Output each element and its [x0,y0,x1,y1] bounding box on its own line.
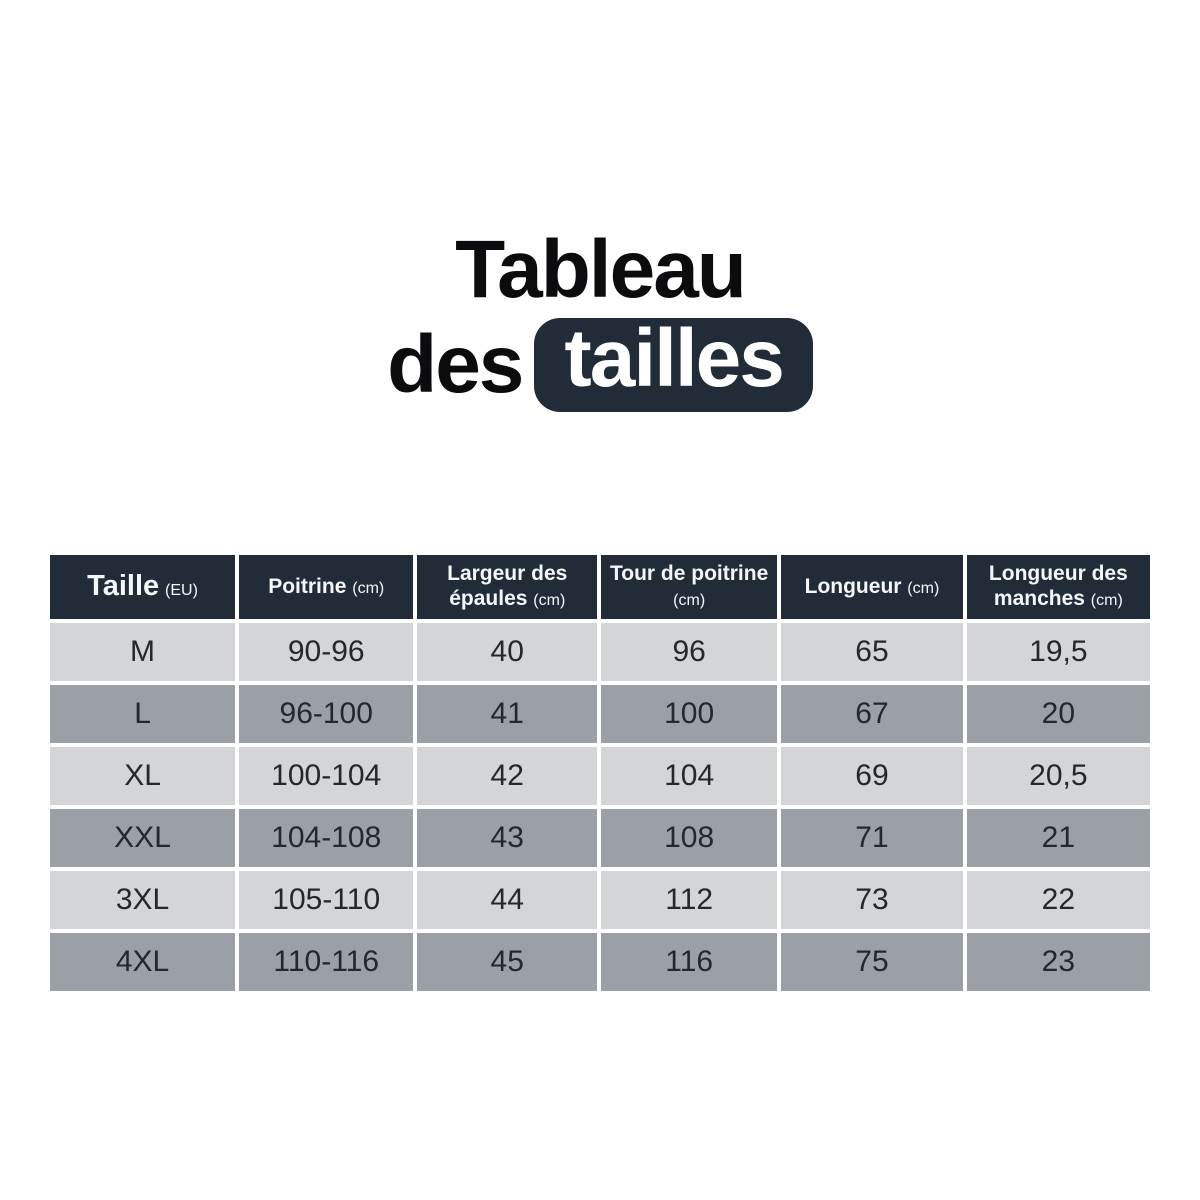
column-header-longueur: Longueur (cm) [781,554,963,619]
column-header-largeur-epaules: Largeur des épaules (cm) [417,554,598,619]
table-cell: 116 [601,932,778,991]
column-header-poitrine: Poitrine (cm) [239,554,414,619]
table-cell: 104-108 [239,808,414,867]
title-line2: des tailles [0,317,1200,412]
column-header-taille: Taille (EU) [50,554,236,619]
table-cell-size: M [50,622,236,681]
table-cell-size: 3XL [50,870,236,929]
table-cell: 67 [781,684,963,743]
column-unit: (cm) [673,591,706,609]
table-cell: 45 [417,932,598,991]
table-cell: 19,5 [966,622,1150,681]
table-cell-size: 4XL [50,932,236,991]
table-cell: 20,5 [966,746,1150,805]
table-cell: 65 [781,622,963,681]
size-chart-table: Taille (EU) Poitrine (cm) Largeur des ép… [50,554,1150,991]
column-unit: (cm) [352,579,385,597]
table-cell: 75 [781,932,963,991]
table-cell: 44 [417,870,598,929]
table-cell: 105-110 [239,870,414,929]
column-label: Longueur des manches [988,562,1128,610]
table-cell: 90-96 [239,622,414,681]
title-badge: tailles [534,317,813,412]
table-cell: 41 [417,684,598,743]
table-cell: 23 [966,932,1150,991]
column-header-longueur-manches: Longueur des manches (cm) [966,554,1150,619]
table-cell: 20 [966,684,1150,743]
column-label: Poitrine [268,574,347,598]
table-cell: 100 [601,684,778,743]
table-cell: 40 [417,622,598,681]
column-unit: (cm) [907,579,940,597]
table-cell: 21 [966,808,1150,867]
column-label: Tour de poitrine [610,562,769,586]
table-cell: 22 [966,870,1150,929]
table-cell: 42 [417,746,598,805]
table-cell: 108 [601,808,778,867]
table-cell: 100-104 [239,746,414,805]
table-cell: 104 [601,746,778,805]
column-header-tour-poitrine: Tour de poitrine (cm) [601,554,778,619]
table-cell: 96 [601,622,778,681]
column-unit: (cm) [533,591,566,609]
table-cell: 110-116 [239,932,414,991]
title-line1: Tableau [455,224,747,315]
table-cell-size: L [50,684,236,743]
table-cell: 43 [417,808,598,867]
table-cell: 96-100 [239,684,414,743]
table-cell: 73 [781,870,963,929]
table-cell-size: XXL [50,808,236,867]
column-label: Taille [87,569,160,602]
table-cell-size: XL [50,746,236,805]
column-unit: (cm) [1090,591,1123,609]
table-cell: 71 [781,808,963,867]
table-cell: 69 [781,746,963,805]
column-label: Longueur [804,574,902,598]
column-unit: (EU) [165,581,198,599]
table-cell: 112 [601,870,778,929]
title-des-text: des [387,318,524,410]
page-title: Tableau des tailles [0,0,1200,412]
column-label: Largeur des épaules [447,562,568,610]
